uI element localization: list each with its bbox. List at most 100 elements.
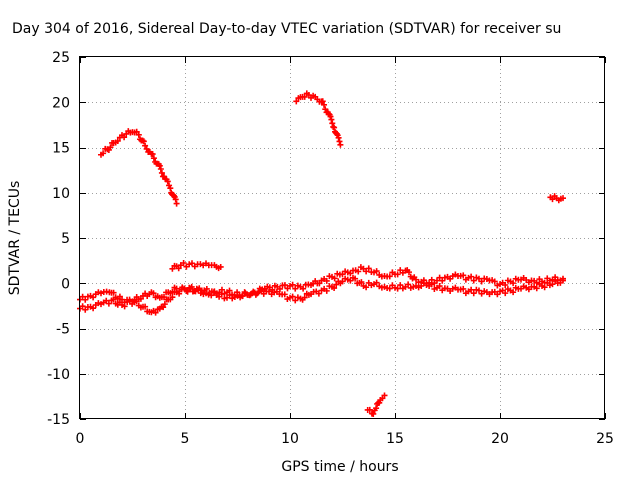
y-tick-label: -10 xyxy=(47,367,70,383)
data-point xyxy=(533,279,540,286)
data-point xyxy=(110,289,117,296)
data-point xyxy=(355,268,362,275)
data-point xyxy=(175,265,182,272)
data-point xyxy=(218,286,225,293)
data-point xyxy=(289,281,296,288)
data-point xyxy=(331,275,338,282)
data-point xyxy=(541,279,548,286)
y-tick-label: -15 xyxy=(47,412,70,428)
data-point xyxy=(370,410,377,417)
data-point xyxy=(352,275,359,282)
data-point xyxy=(90,294,97,301)
data-point xyxy=(79,293,86,300)
data-point xyxy=(133,128,140,135)
data-point xyxy=(135,131,142,138)
data-point xyxy=(82,296,89,303)
data-point xyxy=(510,280,517,287)
data-point xyxy=(183,287,190,294)
y-tick-label: 15 xyxy=(52,141,70,157)
data-point xyxy=(133,298,140,305)
data-point xyxy=(321,101,328,108)
y-tick-label: 25 xyxy=(52,50,70,66)
data-point xyxy=(160,304,167,311)
data-point xyxy=(156,162,163,169)
data-point xyxy=(281,282,288,289)
data-point xyxy=(358,279,365,286)
data-point xyxy=(142,303,149,310)
data-point xyxy=(510,289,517,296)
data-point xyxy=(491,278,498,285)
data-point xyxy=(140,138,147,145)
data-point xyxy=(331,124,338,131)
data-point xyxy=(436,283,443,290)
data-point xyxy=(158,169,165,176)
data-point xyxy=(549,196,556,203)
data-point xyxy=(105,300,112,307)
series-arc-high-3 xyxy=(547,193,566,204)
x-tick-label: 10 xyxy=(281,431,299,447)
data-point xyxy=(226,287,233,294)
data-point xyxy=(333,281,340,288)
data-point xyxy=(217,263,224,270)
data-point xyxy=(329,120,336,127)
data-point xyxy=(323,277,330,284)
data-point xyxy=(114,138,121,145)
data-point xyxy=(327,113,334,120)
data-point xyxy=(149,151,156,158)
data-point xyxy=(173,200,180,207)
grid-lines xyxy=(80,57,605,419)
data-point xyxy=(373,268,380,275)
data-point xyxy=(470,290,477,297)
data-point xyxy=(363,284,370,291)
data-point xyxy=(301,93,308,100)
data-point xyxy=(79,303,86,310)
data-point xyxy=(386,273,393,280)
data-point xyxy=(323,287,330,294)
data-point xyxy=(394,271,401,278)
series-arc-high-1 xyxy=(98,128,180,207)
data-point xyxy=(289,293,296,300)
data-point xyxy=(276,285,283,292)
data-point xyxy=(420,277,427,284)
data-point xyxy=(142,142,149,149)
data-point xyxy=(335,134,342,141)
data-point xyxy=(167,185,174,192)
data-point xyxy=(406,269,412,276)
data-point xyxy=(107,144,114,151)
x-tick-label: 15 xyxy=(386,431,404,447)
data-point xyxy=(560,195,566,202)
data-point xyxy=(301,294,308,301)
data-points xyxy=(77,90,566,417)
series-arc-low xyxy=(364,392,388,417)
data-point xyxy=(176,290,183,297)
x-tick-label: 20 xyxy=(491,431,509,447)
data-point xyxy=(100,150,107,157)
plot-frame xyxy=(79,56,605,419)
axis-ticks: 0 5 10 15 20 25 -15 -10 -5 0 5 10 15 20 25 xyxy=(47,50,614,447)
y-tick-label: -5 xyxy=(56,322,70,338)
data-point xyxy=(90,305,97,312)
data-point xyxy=(436,274,443,281)
data-point xyxy=(476,287,482,294)
chart-title: Day 304 of 2016, Sidereal Day-to-day VTE… xyxy=(12,21,561,37)
data-point xyxy=(150,155,157,162)
data-point xyxy=(460,272,467,279)
y-axis-label: SDTVAR / TECUs xyxy=(7,181,23,296)
data-point xyxy=(157,165,164,172)
data-point xyxy=(281,291,288,298)
data-point xyxy=(300,285,307,292)
data-point xyxy=(533,285,540,292)
data-point xyxy=(386,285,393,292)
data-point xyxy=(376,399,383,406)
data-point xyxy=(152,309,159,316)
data-point xyxy=(150,290,157,297)
data-point xyxy=(365,265,372,272)
data-point xyxy=(460,285,467,292)
data-point xyxy=(331,285,338,292)
data-point xyxy=(169,294,176,301)
data-point xyxy=(373,279,380,286)
data-point xyxy=(336,138,343,145)
data-point xyxy=(337,141,344,148)
data-point xyxy=(189,260,195,267)
data-point xyxy=(293,98,300,105)
